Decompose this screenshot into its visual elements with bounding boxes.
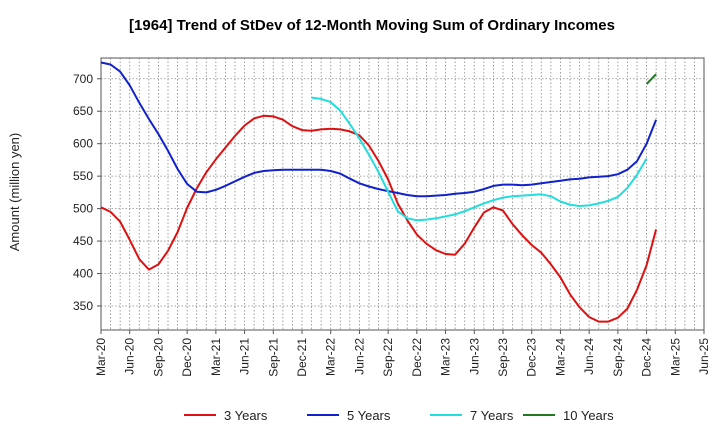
series-lines [100, 61, 658, 323]
x-tick-label: Dec-21 [295, 338, 309, 377]
x-tick-label: Jun-20 [123, 338, 137, 375]
plot-frame [100, 57, 705, 331]
x-tick-label: Jun-22 [352, 338, 366, 375]
x-tick-label: Mar-25 [668, 338, 682, 376]
series-line-7-years [311, 96, 648, 222]
legend: 3 Years 5 Years 7 Years 10 Years [184, 408, 614, 423]
x-tick-label: Mar-24 [553, 338, 567, 376]
y-tick-label: 650 [73, 104, 93, 118]
y-tick-label: 550 [73, 169, 93, 183]
y-axis: 350 400 450 500 550 600 650 700 [73, 72, 101, 313]
x-tick-label: Jun-25 [697, 338, 711, 375]
x-tick-label: Jun-23 [467, 338, 481, 375]
grid [101, 58, 704, 330]
x-tick-label: Sep-20 [151, 338, 165, 377]
x-tick-label: Mar-21 [209, 338, 223, 376]
y-tick-label: 500 [73, 202, 93, 216]
x-tick-label: Dec-23 [525, 338, 539, 377]
x-tick-label: Dec-20 [180, 338, 194, 377]
x-tick-label: Mar-23 [439, 338, 453, 376]
chart-title: [1964] Trend of StDev of 12-Month Moving… [129, 17, 615, 34]
series-line-10-years [645, 73, 657, 85]
x-tick-label: Dec-22 [410, 338, 424, 377]
y-tick-label: 600 [73, 137, 93, 151]
legend-label: 10 Years [563, 408, 614, 423]
x-tick-label: Sep-21 [266, 338, 280, 377]
x-tick-label: Jun-21 [238, 338, 252, 375]
x-tick-label: Mar-20 [94, 338, 108, 376]
series-line-3-years [100, 114, 658, 323]
x-tick-label: Sep-23 [496, 338, 510, 377]
y-tick-label: 400 [73, 267, 93, 281]
legend-label: 3 Years [224, 408, 268, 423]
x-tick-label: Sep-22 [381, 338, 395, 377]
x-axis: Mar-20 Jun-20 Sep-20 Dec-20 Mar-21 Jun-21 Sep-… [94, 330, 711, 377]
x-tick-label: Jun-24 [582, 338, 596, 375]
y-axis-label: Amount (million yen) [7, 133, 22, 252]
legend-label: 7 Years [470, 408, 514, 423]
x-tick-label: Mar-22 [324, 338, 338, 376]
legend-label: 5 Years [347, 408, 391, 423]
series-line-5-years [100, 61, 658, 198]
y-tick-label: 700 [73, 72, 93, 86]
y-tick-label: 350 [73, 299, 93, 313]
y-tick-label: 450 [73, 234, 93, 248]
x-tick-label: Dec-24 [640, 338, 654, 377]
x-tick-label: Sep-24 [611, 338, 625, 377]
